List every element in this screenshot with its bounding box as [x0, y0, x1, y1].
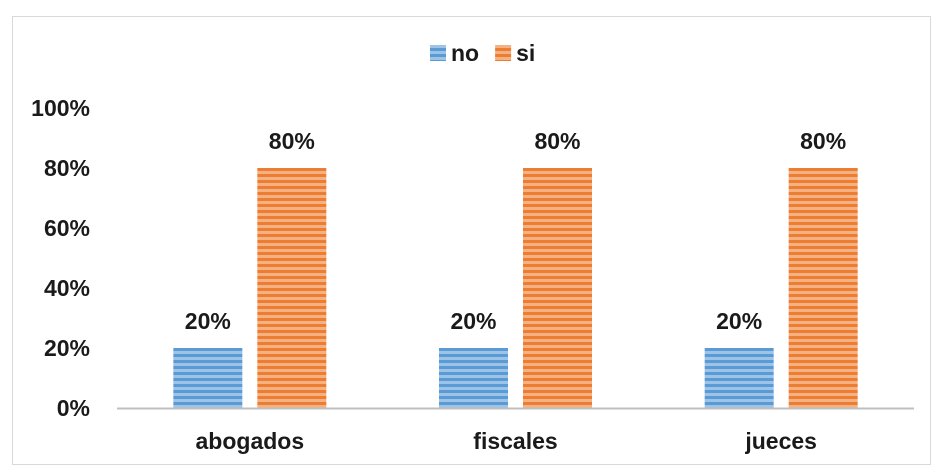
bars [173, 168, 858, 408]
data-labels: 20% 80% 20% 80% 20% 80% [185, 128, 846, 334]
x-axis: abogados fiscales jueces [117, 407, 914, 454]
bar-no-jueces [704, 348, 774, 408]
x-category-label: fiscales [473, 428, 557, 454]
bar-no-abogados [173, 348, 243, 408]
data-label-si-fiscales: 80% [534, 128, 580, 154]
data-label-no-jueces: 20% [716, 308, 762, 334]
y-tick-label: 80% [44, 155, 90, 181]
legend-swatch-si [495, 45, 512, 61]
legend-swatch-no [430, 45, 446, 61]
bar-si-jueces [788, 168, 858, 408]
data-label-si-jueces: 80% [800, 128, 846, 154]
y-tick-label: 40% [44, 275, 90, 301]
x-category-label: jueces [744, 428, 817, 454]
y-tick-label: 60% [44, 215, 90, 241]
bar-si-abogados [257, 168, 327, 408]
data-label-no-abogados: 20% [185, 308, 231, 334]
bar-si-fiscales [523, 168, 592, 408]
bar-no-fiscales [439, 348, 508, 408]
x-category-label: abogados [196, 428, 305, 454]
data-label-si-abogados: 80% [269, 128, 315, 154]
y-tick-label: 20% [44, 335, 90, 361]
legend: no si [430, 40, 535, 66]
y-axis: 0% 20% 40% 60% 80% 100% [31, 95, 90, 421]
data-label-no-fiscales: 20% [450, 308, 496, 334]
y-tick-label: 100% [31, 95, 90, 121]
legend-label-si: si [516, 40, 535, 66]
legend-label-no: no [451, 40, 479, 66]
y-tick-label: 0% [57, 395, 90, 421]
